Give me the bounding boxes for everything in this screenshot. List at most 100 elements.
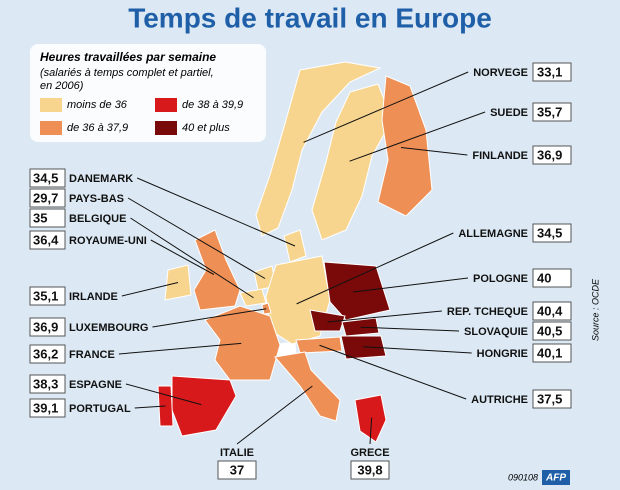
legend-label: de 38 à 39,9 — [182, 99, 243, 111]
country-name: DANEMARK — [69, 173, 133, 185]
legend-label: de 36 à 37,9 — [67, 122, 128, 134]
value-box — [532, 389, 572, 409]
map — [157, 61, 433, 443]
country-name: SUEDE — [490, 107, 528, 119]
value-label: 35,1 — [33, 288, 58, 303]
country-name: PAYS-BAS — [69, 193, 124, 205]
country — [341, 317, 380, 337]
value-box — [532, 145, 572, 165]
country — [261, 302, 272, 315]
country — [377, 75, 433, 217]
leader-line — [363, 346, 472, 354]
legend-swatch — [155, 98, 177, 112]
value-box — [532, 268, 572, 288]
country-name: FRANCE — [69, 349, 115, 361]
value-box — [532, 62, 572, 82]
value-label: 34,5 — [537, 225, 562, 240]
value-box — [29, 168, 66, 188]
country-name: ROYAUME-UNI — [69, 235, 147, 247]
value-label: 38,3 — [33, 376, 58, 391]
value-label: 40,5 — [537, 323, 562, 338]
value-box — [29, 286, 66, 306]
value-box — [29, 317, 66, 337]
value-box — [532, 102, 572, 122]
value-label: 33,1 — [537, 64, 562, 79]
legend-swatch — [40, 98, 62, 112]
country — [204, 305, 281, 381]
legend-label: 40 et plus — [182, 122, 230, 134]
leader-line — [130, 217, 254, 299]
value-box — [29, 188, 66, 208]
footer-code: 090108 — [508, 472, 538, 482]
value-box — [29, 398, 66, 418]
value-box — [29, 344, 66, 364]
title: Temps de travail en Europe — [128, 2, 492, 33]
leader-line — [296, 232, 454, 305]
country-name: IRLANDE — [69, 291, 118, 303]
country — [340, 335, 387, 360]
value-label: 36,9 — [33, 319, 58, 334]
value-label: 36,4 — [33, 232, 59, 247]
value-box — [29, 208, 66, 228]
value-box — [532, 343, 572, 363]
agency: AFP — [545, 473, 566, 484]
leader-line — [134, 405, 166, 409]
country-name: HONGRIE — [477, 348, 528, 360]
value-label: 37,5 — [537, 391, 562, 406]
country — [309, 309, 346, 332]
value-label: 39,1 — [33, 400, 58, 415]
legend: Heures travaillées par semaine (salariés… — [30, 44, 266, 142]
leader-line — [118, 342, 242, 355]
country-name: POLOGNE — [473, 273, 528, 285]
country-name: NORVEGE — [473, 67, 528, 79]
leader-line — [150, 239, 215, 275]
country — [274, 351, 341, 422]
value-label: 40,1 — [537, 345, 562, 360]
legend-box — [30, 44, 266, 142]
value-label: 34,5 — [33, 170, 58, 185]
leader-line — [369, 417, 373, 445]
leader-line — [349, 111, 486, 162]
agency-logo — [542, 470, 570, 485]
leader-line — [303, 71, 469, 143]
value-label: 37 — [230, 462, 244, 477]
value-box — [532, 301, 572, 321]
country — [323, 261, 391, 321]
country-name: PORTUGAL — [69, 403, 131, 415]
country-name: FINLANDE — [472, 150, 528, 162]
value-box — [217, 460, 257, 480]
country-name: BELGIQUE — [69, 213, 126, 225]
country-name: ITALIE — [220, 447, 254, 459]
leader-line — [121, 282, 179, 297]
value-box — [532, 223, 572, 243]
country-name: SLOVAQUIE — [464, 326, 528, 338]
legend-swatch — [155, 121, 177, 135]
leader-line — [353, 277, 469, 293]
country-name: ALLEMAGNE — [458, 228, 528, 240]
leader-line — [327, 310, 442, 323]
country-name: REP. TCHEQUE — [447, 306, 528, 318]
country-name: LUXEMBOURG — [69, 322, 148, 334]
value-label: 35 — [33, 210, 47, 225]
country — [193, 229, 241, 311]
value-label: 40,4 — [537, 303, 563, 318]
country — [255, 61, 382, 237]
leader-line — [136, 177, 296, 247]
value-box — [350, 460, 390, 480]
value-box — [29, 230, 66, 250]
value-label: 36,9 — [537, 147, 562, 162]
leader-line — [360, 326, 460, 332]
source: Source : OCDE — [590, 278, 600, 341]
value-box — [532, 321, 572, 341]
leader-line — [236, 385, 313, 445]
country-name: AUTRICHE — [471, 394, 528, 406]
value-box — [29, 374, 66, 394]
leader-line — [319, 344, 467, 400]
legend-swatch — [40, 121, 62, 135]
legend-subheading: en 2006) — [40, 80, 84, 92]
leader-line — [152, 308, 267, 328]
leader-line — [127, 197, 266, 279]
country-name: GRECE — [350, 447, 389, 459]
value-label: 39,8 — [357, 462, 382, 477]
